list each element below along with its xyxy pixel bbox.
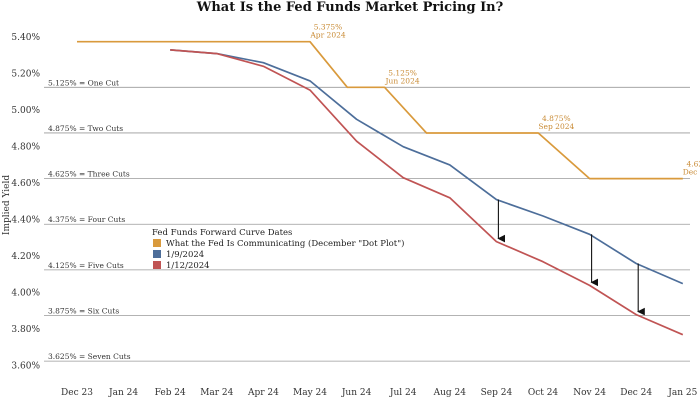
x-tick-label: Feb 24 [155, 388, 186, 398]
x-tick-label: Sep 24 [481, 388, 513, 398]
reference-line-label: 4.625% = Three Cuts [48, 170, 130, 179]
x-tick-label: Jan 24 [108, 388, 138, 398]
x-tick-label: Dec 24 [620, 388, 652, 398]
y-tick-label: 4.00% [11, 289, 40, 299]
x-axis-ticks: Dec 23 Jan 24 Feb 24 Mar 24 Apr 24 May 24 Jun … [61, 388, 698, 398]
legend: Fed Funds Forward Curve Dates What the F… [152, 228, 404, 271]
x-tick-label: Jan 25 [667, 388, 697, 398]
y-tick-label: 5.00% [11, 106, 40, 116]
reference-line-label: 3.875% = Six Cuts [48, 307, 119, 316]
annotation-date: Dec 2024 [683, 168, 700, 177]
x-tick-label: Oct 24 [528, 388, 559, 398]
legend-entry-label: 1/12/2024 [166, 261, 210, 271]
x-tick-label: Jul 24 [389, 388, 417, 398]
reference-line-label: 5.125% = One Cut [48, 78, 119, 87]
reference-line-label: 4.875% = Two Cuts [48, 124, 123, 133]
annotation-date: Apr 2024 [309, 31, 346, 40]
legend-swatch [153, 261, 161, 269]
series-line [170, 49, 684, 285]
chart-title: What Is the Fed Funds Market Pricing In? [196, 0, 504, 15]
reference-lines: 5.125% = One Cut 4.875% = Two Cuts 4.625% … [44, 78, 690, 362]
legend-entry-label: 1/9/2024 [166, 250, 204, 260]
legend-title: Fed Funds Forward Curve Dates [152, 228, 292, 238]
x-tick-label: May 24 [293, 388, 327, 398]
y-tick-label: 4.20% [11, 252, 40, 262]
y-tick-label: 4.80% [11, 143, 40, 153]
reference-line-label: 4.125% = Five Cuts [48, 261, 124, 270]
legend-swatch [153, 250, 161, 258]
annotation-value: 4.625% [686, 160, 700, 169]
y-tick-label: 4.60% [11, 179, 40, 189]
x-tick-label: Apr 24 [247, 388, 279, 398]
x-tick-label: Jun 24 [341, 388, 372, 398]
y-tick-label: 3.60% [11, 362, 40, 372]
y-axis-ticks: 5.40% 5.20% 5.00% 4.80% 4.60% 4.40% 4.20% 4.00%… [11, 33, 40, 372]
annotation-date: Sep 2024 [538, 122, 574, 131]
series-line [77, 40, 683, 180]
annotations: 5.375%Apr 2024 5.125%Jun 2024 4.875%Sep 20… [309, 23, 700, 177]
annotation-value: 5.125% [388, 68, 417, 77]
x-tick-label: Mar 24 [200, 388, 233, 398]
reference-line-label: 4.375% = Four Cuts [48, 215, 125, 224]
legend-entry-label: What the Fed Is Communicating (December … [166, 238, 404, 249]
annotation-value: 4.875% [542, 114, 571, 123]
legend-swatch [153, 239, 161, 247]
y-tick-label: 3.80% [11, 325, 40, 335]
y-axis-label: Implied Yield [2, 175, 12, 235]
annotation-date: Jun 2024 [384, 76, 419, 85]
series-lines [76, 40, 684, 336]
annotation-value: 5.375% [314, 23, 343, 32]
y-tick-label: 5.20% [11, 70, 40, 80]
y-tick-label: 5.40% [11, 33, 40, 43]
x-tick-label: Nov 24 [573, 388, 606, 398]
series-line [170, 49, 684, 336]
x-tick-label: Aug 24 [433, 388, 467, 398]
y-tick-label: 4.40% [11, 216, 40, 226]
change-arrows [497, 199, 645, 316]
reference-line-label: 3.625% = Seven Cuts [48, 352, 131, 361]
x-tick-label: Dec 23 [61, 388, 93, 398]
